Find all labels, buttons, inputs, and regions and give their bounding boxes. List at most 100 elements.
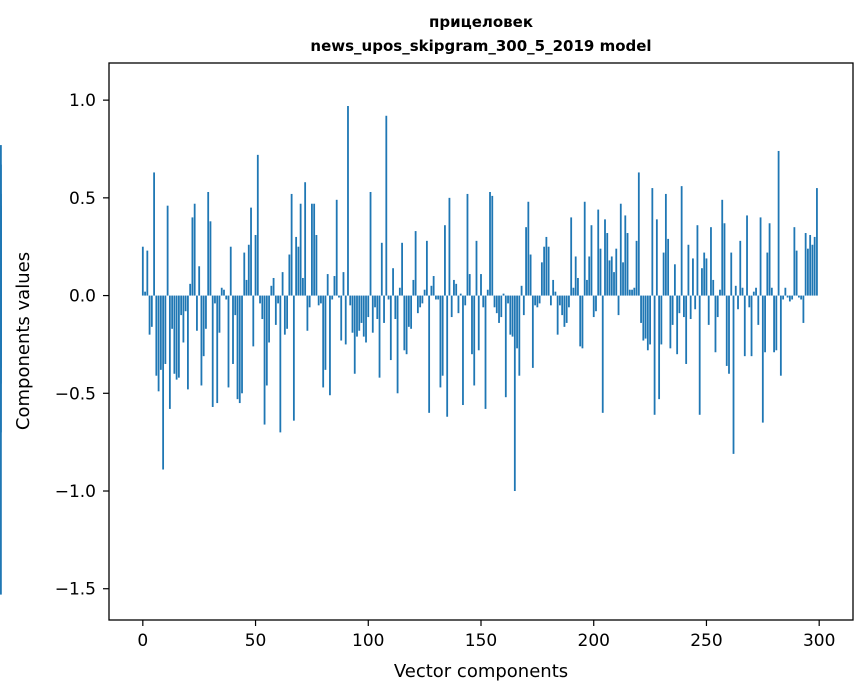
bar bbox=[389, 295, 392, 361]
bar bbox=[696, 225, 699, 296]
bar bbox=[721, 199, 724, 296]
bar bbox=[412, 279, 415, 296]
bar bbox=[220, 287, 223, 296]
bar bbox=[617, 295, 620, 316]
bar bbox=[329, 295, 331, 396]
bar bbox=[333, 276, 336, 296]
bar bbox=[568, 295, 570, 308]
bar bbox=[202, 295, 205, 357]
bar bbox=[283, 295, 286, 335]
bar bbox=[761, 295, 764, 423]
bar bbox=[392, 268, 394, 296]
bar bbox=[813, 236, 816, 296]
bar bbox=[448, 197, 451, 296]
bar bbox=[723, 223, 726, 296]
bar bbox=[628, 289, 631, 296]
bar bbox=[743, 295, 746, 357]
bar bbox=[556, 295, 559, 335]
bar bbox=[482, 295, 485, 308]
bar bbox=[518, 295, 521, 376]
y-tick-label: −1.5 bbox=[55, 580, 96, 600]
y-tick-label: 0.0 bbox=[69, 287, 96, 307]
bar bbox=[680, 186, 683, 296]
bar bbox=[468, 274, 471, 296]
bar bbox=[741, 287, 744, 296]
bar bbox=[800, 295, 803, 300]
bar bbox=[444, 225, 446, 296]
bar bbox=[678, 295, 681, 314]
bar bbox=[807, 248, 809, 296]
bar bbox=[737, 295, 739, 310]
bar bbox=[759, 217, 762, 296]
bar bbox=[782, 295, 785, 300]
bar bbox=[306, 295, 309, 331]
y-axis-label: Components values bbox=[13, 252, 34, 430]
bar bbox=[277, 295, 279, 304]
bar bbox=[374, 295, 376, 308]
bar bbox=[254, 234, 257, 296]
bar bbox=[588, 256, 591, 296]
bar bbox=[635, 240, 638, 296]
bar bbox=[200, 295, 203, 386]
bar bbox=[236, 295, 239, 400]
bar bbox=[205, 295, 207, 329]
bar bbox=[290, 193, 293, 296]
bar bbox=[565, 295, 568, 323]
x-tick-label: 300 bbox=[803, 631, 835, 651]
bar bbox=[637, 172, 640, 296]
x-tick-label: 150 bbox=[465, 631, 497, 651]
bar bbox=[182, 295, 185, 343]
bar bbox=[795, 250, 798, 296]
bar bbox=[586, 279, 588, 296]
y-tick-label: 0.5 bbox=[69, 189, 96, 209]
bar bbox=[653, 295, 656, 415]
bar bbox=[216, 295, 219, 404]
bar bbox=[513, 295, 516, 492]
bar bbox=[453, 279, 455, 296]
bar bbox=[642, 295, 645, 341]
bar bbox=[360, 295, 363, 323]
bar bbox=[495, 295, 498, 314]
bar bbox=[624, 215, 627, 296]
bar bbox=[716, 295, 719, 318]
bar bbox=[791, 295, 794, 300]
bar bbox=[435, 295, 437, 300]
bar bbox=[342, 272, 345, 296]
bar bbox=[425, 240, 428, 296]
bar bbox=[153, 172, 155, 296]
bar bbox=[773, 295, 775, 353]
bar bbox=[227, 295, 230, 388]
bar bbox=[522, 295, 525, 316]
bar bbox=[554, 291, 557, 296]
bar bbox=[664, 193, 667, 296]
bar bbox=[455, 283, 458, 296]
bar bbox=[177, 295, 180, 378]
bar bbox=[421, 295, 424, 304]
bar bbox=[673, 264, 676, 296]
bar bbox=[218, 295, 221, 333]
bar bbox=[430, 285, 433, 296]
bar bbox=[150, 295, 153, 327]
bar bbox=[261, 295, 264, 320]
bar bbox=[613, 272, 615, 296]
bar bbox=[473, 295, 476, 386]
bar bbox=[371, 295, 374, 333]
bar bbox=[491, 195, 494, 296]
bar bbox=[714, 295, 717, 353]
bar bbox=[320, 295, 322, 304]
bar bbox=[159, 295, 162, 370]
bar bbox=[317, 295, 320, 306]
bar bbox=[155, 295, 158, 376]
bar bbox=[423, 289, 426, 296]
bar bbox=[198, 266, 201, 296]
bar bbox=[511, 295, 514, 337]
bar bbox=[385, 115, 388, 296]
bar bbox=[640, 295, 642, 323]
bar bbox=[779, 295, 782, 376]
bar bbox=[606, 233, 609, 296]
bar bbox=[358, 295, 361, 331]
x-tick-label: 0 bbox=[137, 631, 148, 651]
bar bbox=[207, 191, 210, 296]
bar bbox=[315, 234, 318, 296]
